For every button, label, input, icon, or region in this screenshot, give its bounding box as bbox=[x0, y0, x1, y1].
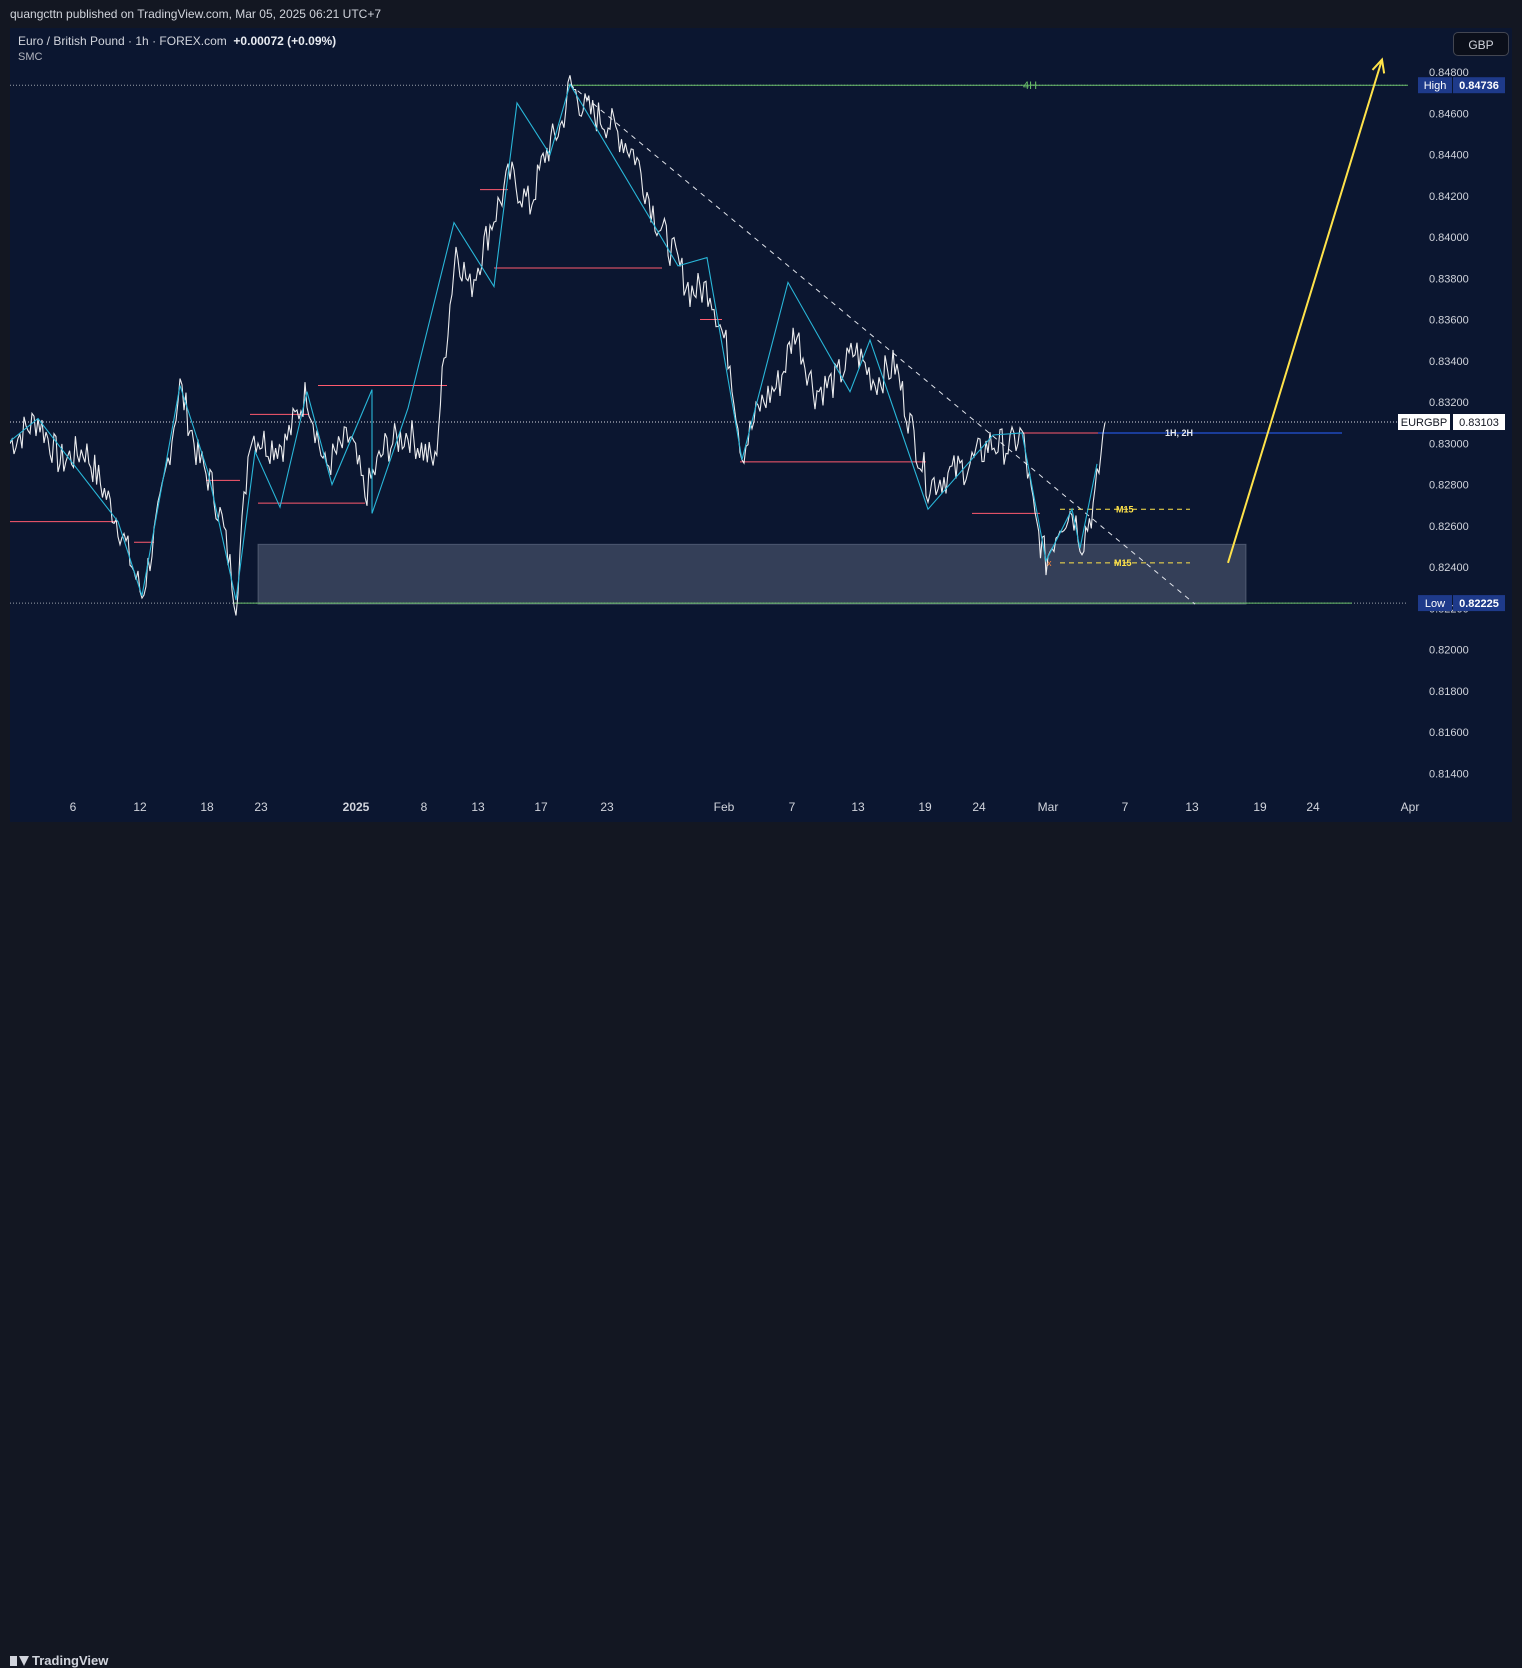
time-tick: Feb bbox=[714, 800, 735, 814]
marker-x: x bbox=[1047, 558, 1052, 568]
high-value: 0.84736 bbox=[1459, 80, 1499, 92]
price-change: +0.00072 (+0.09%) bbox=[233, 34, 337, 48]
current-value-bg bbox=[1453, 414, 1505, 431]
low-label-bg bbox=[1418, 595, 1452, 612]
time-tick: 13 bbox=[1185, 800, 1199, 814]
high-value-bg bbox=[1453, 77, 1505, 94]
current-label-bg bbox=[1398, 414, 1450, 431]
time-tick: 13 bbox=[471, 800, 485, 814]
time-tick: 23 bbox=[600, 800, 614, 814]
high-label-bg bbox=[1418, 77, 1452, 94]
time-tick: Mar bbox=[1038, 800, 1059, 814]
plot-background bbox=[10, 28, 1408, 795]
price-tick: 0.84400 bbox=[1429, 150, 1469, 162]
price-tick: 0.82000 bbox=[1429, 645, 1469, 657]
current-value: 0.83103 bbox=[1459, 417, 1499, 429]
publisher-info: quangcttn published on TradingView.com, … bbox=[10, 7, 382, 21]
time-tick: 7 bbox=[789, 800, 796, 814]
price-tick: 0.84800 bbox=[1429, 67, 1469, 79]
time-tick: 18 bbox=[200, 800, 214, 814]
currency-button[interactable]: GBP bbox=[1453, 32, 1509, 56]
price-tick: 0.82800 bbox=[1429, 480, 1469, 492]
current-label: EURGBP bbox=[1401, 417, 1447, 429]
low-value: 0.82225 bbox=[1459, 598, 1499, 610]
price-tick: 0.83200 bbox=[1429, 397, 1469, 409]
symbol-header[interactable]: Euro / British Pound · 1h · FOREX.com +0… bbox=[18, 34, 336, 48]
high-label: High bbox=[1424, 80, 1447, 92]
price-tick: 0.84200 bbox=[1429, 191, 1469, 203]
time-tick: 24 bbox=[1306, 800, 1320, 814]
price-tick: 0.83800 bbox=[1429, 273, 1469, 285]
tradingview-logo-icon bbox=[10, 1655, 29, 1666]
label-m15-upper: M15 bbox=[1116, 504, 1134, 514]
time-tick: 7 bbox=[1122, 800, 1129, 814]
low-label: Low bbox=[1425, 598, 1445, 610]
label-m15-lower: M15 bbox=[1114, 558, 1132, 568]
brand-name: TradingView bbox=[32, 1653, 109, 1668]
price-tick: 0.84000 bbox=[1429, 232, 1469, 244]
time-tick: 13 bbox=[851, 800, 865, 814]
price-series bbox=[10, 75, 1106, 616]
time-tick: 8 bbox=[421, 800, 428, 814]
time-tick: 2025 bbox=[343, 800, 370, 814]
time-tick: 6 bbox=[70, 800, 77, 814]
publish-bar: quangcttn published on TradingView.com, … bbox=[0, 0, 1522, 28]
demand-zone bbox=[257, 543, 1247, 605]
price-tick: 0.83400 bbox=[1429, 356, 1469, 368]
time-tick: Apr bbox=[1401, 800, 1420, 814]
tradingview-logo[interactable]: TradingView bbox=[10, 1653, 108, 1668]
price-tick: 0.83000 bbox=[1429, 438, 1469, 450]
time-tick: 19 bbox=[918, 800, 932, 814]
time-tick: 19 bbox=[1253, 800, 1267, 814]
low-value-bg bbox=[1453, 595, 1505, 612]
time-axis-background bbox=[10, 795, 1408, 822]
label-4h: 4H bbox=[1023, 80, 1037, 92]
price-tick: 0.82400 bbox=[1429, 562, 1469, 574]
time-tick: 17 bbox=[534, 800, 548, 814]
price-tick: 0.82600 bbox=[1429, 521, 1469, 533]
footer-bar: TradingView bbox=[0, 822, 1522, 1668]
symbol-description: Euro / British Pound · 1h · FOREX.com bbox=[18, 34, 227, 48]
price-tick: 0.81400 bbox=[1429, 768, 1469, 780]
price-tick: 0.84600 bbox=[1429, 108, 1469, 120]
label-1h-2h: 1H, 2H bbox=[1165, 428, 1193, 438]
projection-arrow-line bbox=[1227, 59, 1383, 564]
time-tick: 24 bbox=[972, 800, 986, 814]
price-tick: 0.81800 bbox=[1429, 686, 1469, 698]
time-tick: 12 bbox=[133, 800, 147, 814]
indicator-label[interactable]: SMC bbox=[18, 51, 43, 63]
price-tick: 0.81600 bbox=[1429, 727, 1469, 739]
chart-canvas[interactable]: 4H 1H, 2H M15 M15 x 0.84800 0.84600 0.84400 0.84… bbox=[10, 28, 1512, 822]
projection-arrow-head bbox=[1371, 57, 1386, 74]
price-tick: 0.83600 bbox=[1429, 315, 1469, 327]
zigzag-series bbox=[10, 83, 1098, 601]
time-tick: 23 bbox=[254, 800, 268, 814]
